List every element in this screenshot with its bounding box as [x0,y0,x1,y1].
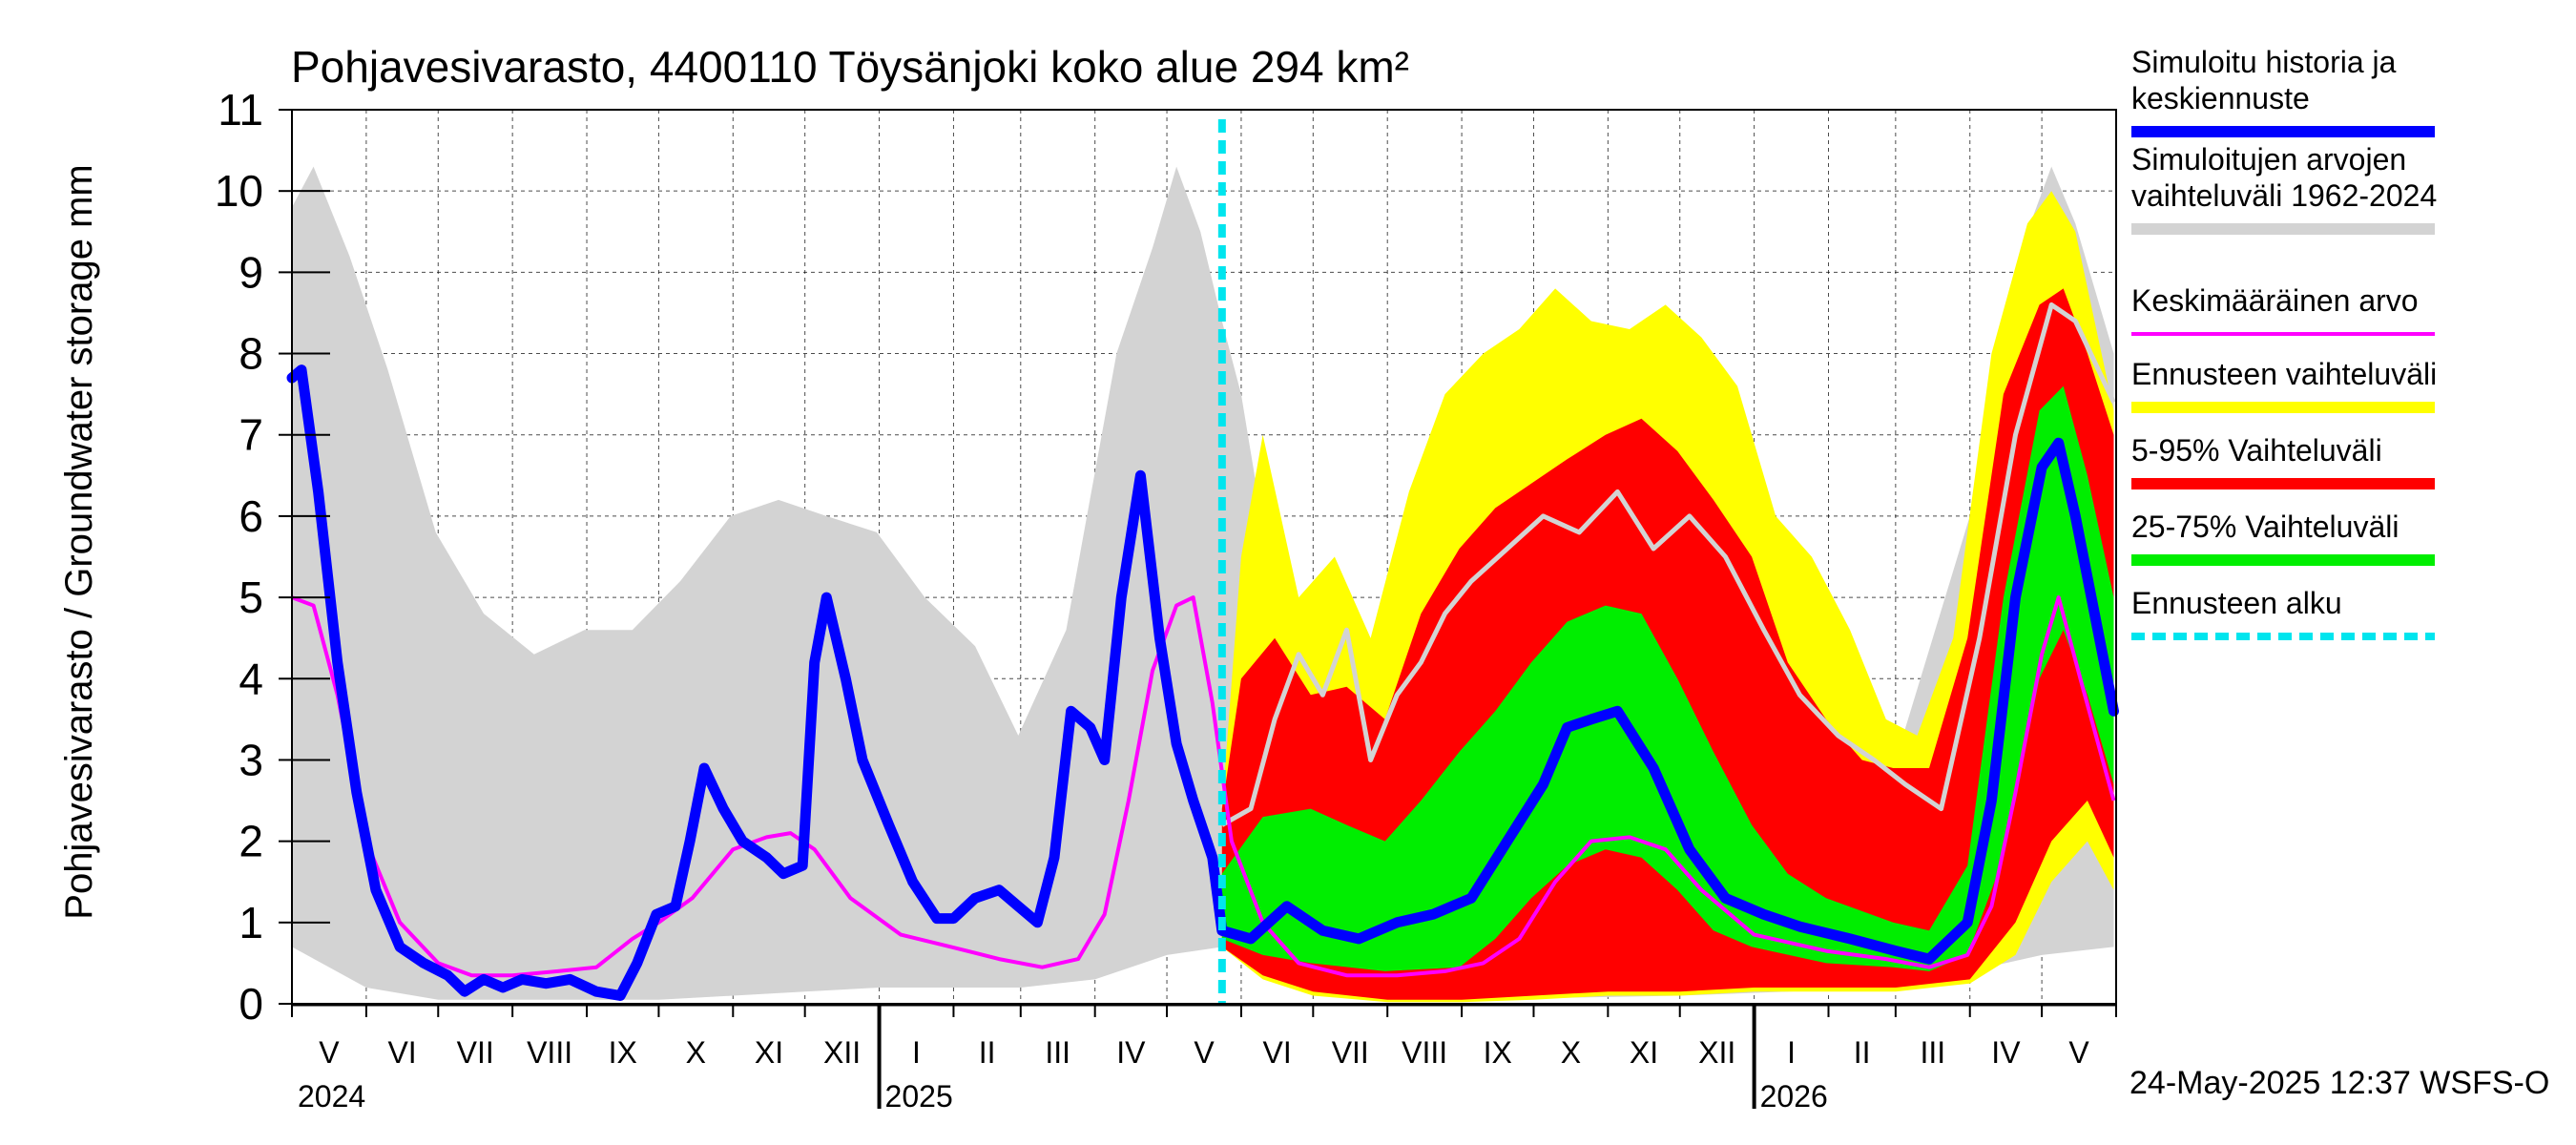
month-label: VI [387,1035,416,1070]
y-tick-label: 8 [239,329,263,379]
legend-label: Ennusteen vaihteluväli [2131,357,2437,391]
legend-label: 25-75% Vaihteluväli [2131,510,2399,544]
month-label: XII [823,1035,861,1070]
simulated-line [286,364,2119,1001]
legend-label: Keskimääräinen arvo [2131,283,2419,318]
legend-item-p25_75: 25-75% Vaihteluväli [2131,510,2435,566]
month-label: V [1194,1035,1215,1070]
y-tick-label: 11 [218,85,263,135]
month-label: XI [755,1035,783,1070]
year-label: 2025 [885,1079,953,1114]
mean-line [291,595,2116,978]
month-label: I [912,1035,921,1070]
p25-75-band [1221,385,2114,971]
year-label: 2024 [298,1079,365,1114]
y-tick-label: 9 [239,247,263,297]
legend-item-mean: Keskimääräinen arvo [2131,283,2435,336]
month-label: IV [1116,1035,1146,1070]
y-tick-label: 5 [239,572,263,622]
y-tick-label: 1 [239,898,263,947]
month-label: VII [1332,1035,1369,1070]
month-label: IX [609,1035,637,1070]
month-label: X [686,1035,706,1070]
legend-label: Ennusteen alku [2131,586,2342,620]
y-tick-label: 6 [239,491,263,541]
month-label: X [1561,1035,1581,1070]
month-label: V [2068,1035,2089,1070]
legend-item-fc_range: Ennusteen vaihteluväli [2131,357,2437,413]
month-label: IX [1484,1035,1512,1070]
y-tick-label: 7 [239,410,263,460]
legend: Simuloitu historia jakeskiennusteSimuloi… [2131,45,2437,640]
month-label: II [979,1035,996,1070]
y-tick-label: 10 [215,166,263,216]
month-label: XI [1630,1035,1658,1070]
legend-label: Simuloitujen arvojen [2131,142,2406,177]
historical-range-forecast-line [1220,302,2116,827]
legend-item-fc_start: Ennusteen alku [2131,586,2435,640]
month-label: VIII [1402,1035,1447,1070]
month-label: I [1787,1035,1796,1070]
legend-label: keskiennuste [2131,81,2310,115]
month-label: V [319,1035,340,1070]
y-tick-label: 3 [239,735,263,784]
month-label: III [1045,1035,1070,1070]
year-label: 2026 [1760,1079,1828,1114]
series-layer [286,119,2119,1004]
month-label: II [1854,1035,1871,1070]
month-label: VI [1263,1035,1292,1070]
month-label: III [1920,1035,1945,1070]
y-tick-label: 0 [239,979,263,1029]
legend-label: 5-95% Vaihteluväli [2131,433,2382,468]
y-tick-label: 2 [239,817,263,866]
y-axis-label: Pohjavesivarasto / Groundwater storage m… [58,164,100,919]
month-label: XII [1698,1035,1735,1070]
chart-title: Pohjavesivarasto, 4400110 Töysänjoki kok… [291,42,1409,92]
month-label: IV [1991,1035,2021,1070]
month-label: VII [457,1035,494,1070]
legend-item-p5_95: 5-95% Vaihteluväli [2131,433,2435,489]
legend-label: Simuloitu historia ja [2131,45,2397,79]
legend-label: vaihteluväli 1962-2024 [2131,178,2437,213]
month-label: VIII [527,1035,572,1070]
y-tick-label: 4 [239,654,263,703]
timestamp: 24-May-2025 12:37 WSFS-O [2129,1065,2549,1101]
